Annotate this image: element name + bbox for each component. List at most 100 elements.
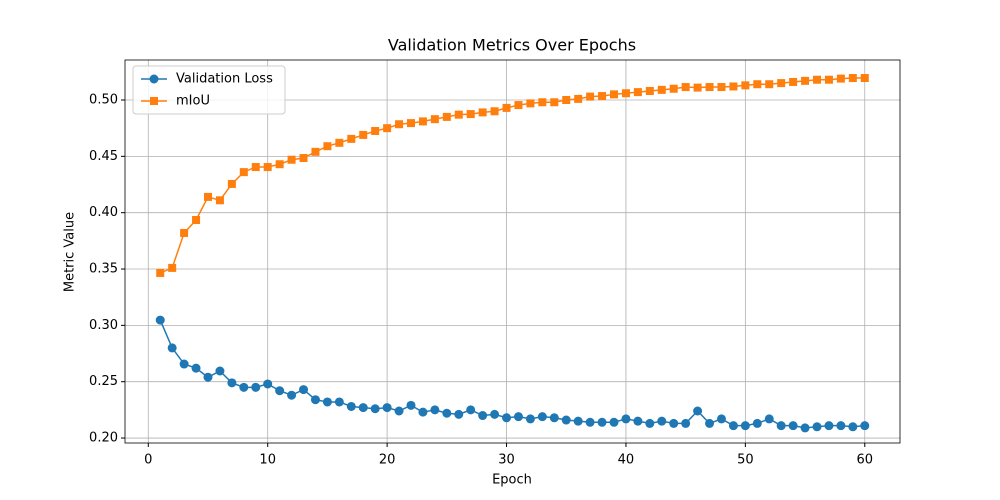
chart-title: Validation Metrics Over Epochs: [388, 36, 636, 55]
marker: [394, 406, 404, 416]
marker: [371, 126, 380, 135]
marker: [168, 263, 177, 272]
marker: [334, 397, 344, 407]
marker: [490, 107, 499, 116]
marker: [287, 390, 297, 400]
marker: [466, 110, 475, 119]
marker: [717, 83, 726, 92]
marker: [693, 83, 702, 92]
marker: [203, 192, 212, 201]
marker: [514, 101, 523, 110]
marker: [801, 76, 810, 85]
marker: [430, 405, 440, 415]
marker: [203, 372, 213, 382]
marker: [227, 179, 236, 188]
x-tick-label: 0: [144, 453, 152, 468]
marker: [538, 98, 547, 107]
marker: [346, 401, 356, 411]
marker: [537, 412, 547, 422]
marker: [502, 413, 512, 423]
marker: [813, 75, 822, 84]
marker: [740, 421, 750, 431]
marker: [561, 415, 571, 425]
marker: [383, 124, 392, 133]
marker: [406, 119, 415, 128]
marker: [311, 147, 320, 156]
marker: [215, 366, 225, 376]
marker: [215, 196, 224, 205]
marker: [370, 404, 380, 414]
marker: [610, 90, 619, 99]
marker: [150, 97, 158, 105]
marker: [573, 416, 583, 426]
marker: [359, 130, 368, 139]
x-axis-label: Epoch: [492, 473, 532, 488]
marker: [597, 417, 607, 427]
marker: [358, 403, 368, 413]
marker: [549, 413, 559, 423]
marker: [263, 379, 273, 389]
marker: [812, 422, 822, 432]
marker: [179, 359, 189, 369]
marker: [669, 418, 679, 428]
marker: [860, 74, 869, 83]
marker: [478, 108, 487, 117]
marker: [860, 421, 870, 431]
marker: [765, 80, 774, 89]
marker: [633, 416, 643, 426]
marker: [454, 110, 463, 119]
marker: [192, 216, 201, 225]
marker: [609, 417, 619, 427]
y-tick-label: 0.40: [89, 205, 118, 220]
marker: [716, 414, 726, 424]
marker: [586, 92, 595, 101]
marker: [836, 74, 845, 83]
legend-box: [132, 65, 286, 115]
marker: [454, 409, 464, 419]
marker: [562, 96, 571, 105]
legend-label: mIoU: [176, 94, 210, 109]
marker: [741, 81, 750, 90]
marker: [764, 414, 774, 424]
x-tick-label: 50: [737, 453, 754, 468]
x-tick-label: 10: [259, 453, 276, 468]
marker: [513, 412, 523, 422]
marker: [848, 422, 858, 432]
marker: [502, 103, 511, 112]
marker: [598, 92, 607, 101]
marker: [776, 421, 786, 431]
marker: [323, 142, 332, 151]
x-tick-label: 30: [498, 453, 515, 468]
marker: [299, 154, 308, 163]
plot-frame: [124, 59, 901, 444]
marker: [525, 414, 535, 424]
marker: [442, 408, 452, 418]
marker: [633, 88, 642, 97]
y-tick-label: 0.35: [89, 262, 118, 277]
marker: [149, 74, 159, 84]
marker: [836, 421, 846, 431]
y-tick-label: 0.45: [89, 149, 118, 164]
marker: [322, 397, 332, 407]
marker: [681, 418, 691, 428]
marker: [657, 416, 667, 426]
marker: [669, 84, 678, 93]
marker: [753, 80, 762, 89]
marker: [382, 403, 392, 413]
marker: [180, 228, 189, 237]
marker: [789, 77, 798, 86]
x-tick-label: 40: [618, 453, 635, 468]
marker: [526, 99, 535, 108]
marker: [585, 417, 595, 427]
marker: [156, 268, 165, 277]
marker: [191, 363, 201, 373]
marker: [705, 83, 714, 92]
marker: [848, 74, 857, 83]
marker: [239, 382, 249, 392]
y-tick-label: 0.20: [89, 431, 118, 446]
marker: [621, 89, 630, 98]
marker: [574, 94, 583, 103]
marker: [418, 117, 427, 126]
marker: [550, 98, 559, 107]
